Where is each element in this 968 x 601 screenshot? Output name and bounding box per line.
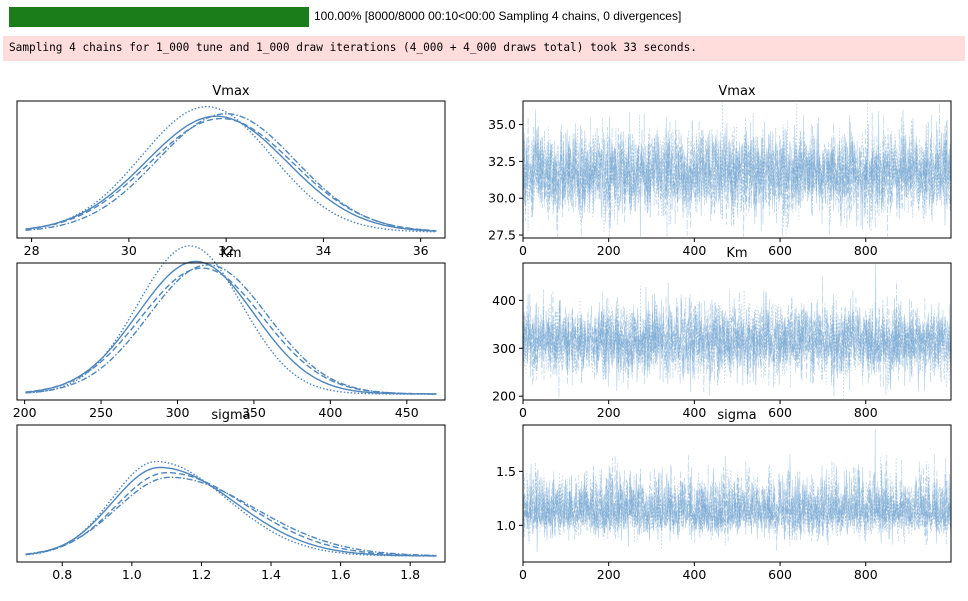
subplot-sigma-trace: sigma 1.0 1.5 0 200 400 600 800 [496,408,952,582]
x-tick-label: 32 [218,243,234,258]
x-tick-label: 600 [768,567,792,582]
x-tick-label: 450 [395,405,419,420]
x-tick-label: 1.4 [261,567,281,582]
x-tick-label: 200 [597,243,621,258]
y-tick-label: 1.0 [496,518,516,533]
subplot-title: Vmax [212,84,250,99]
x-tick-label: 36 [413,243,429,258]
axes-frame [16,100,446,239]
density-curve-chain-1 [25,115,437,232]
x-tick-label: 400 [682,567,706,582]
density-curve-chain-2 [25,117,437,232]
density-curve-chain-3 [25,460,437,557]
trace-line-chain-4 [522,453,952,545]
trace-line-chain-1 [522,109,952,237]
y-tick-label: 35.0 [488,117,516,132]
x-tick-label: 350 [242,405,266,420]
subplot-km-density: Km 200 250 300 350 400 450 [13,245,446,420]
density-curve-chain-1 [25,466,437,557]
trace-line-chain-2 [522,454,952,552]
axes-frame [16,424,446,563]
y-tick-label: 27.5 [488,228,516,243]
x-tick-label: 200 [597,567,621,582]
trace-line-chain-1 [522,264,952,397]
density-curve-chain-2 [25,267,437,395]
progress-row: 100.00% [8000/8000 00:10<00:00 Sampling … [9,7,959,27]
x-tick-label: 34 [315,243,331,258]
trace-line-chain-3 [522,102,952,237]
x-tick-label: 28 [24,243,40,258]
trace-line-chain-3 [522,457,952,550]
x-tick-label: 800 [854,243,878,258]
subplot-vmax-density: Vmax 28 30 32 34 36 [16,84,446,258]
subplot-sigma-density: sigma 0.8 1.0 1.2 1.4 1.6 1.8 [16,408,446,582]
axes-frame [522,100,952,239]
axes-frame [522,424,952,563]
density-curve-chain-4 [25,113,437,232]
y-tick-label: 300 [492,341,516,356]
trace-line-chain-4 [522,276,952,399]
subplot-title: Km [726,246,747,261]
y-tick-label: 200 [492,389,516,404]
x-tick-label: 0 [519,567,527,582]
density-curve-chain-4 [25,264,437,395]
trace-line-chain-2 [522,112,952,237]
subplot-title: Vmax [718,84,756,99]
progress-bar-fill [9,7,309,27]
x-tick-label: 0.8 [52,567,72,582]
trace-line-chain-4 [522,102,952,237]
x-tick-label: 1.8 [400,567,420,582]
x-tick-label: 400 [682,243,706,258]
density-curve-chain-4 [25,476,437,557]
y-tick-label: 32.5 [488,154,516,169]
x-tick-label: 200 [13,405,37,420]
axes-frame [16,262,446,401]
axes-frame [522,262,952,401]
x-tick-label: 800 [854,567,878,582]
progress-status-text: 100.00% [8000/8000 00:10<00:00 Sampling … [314,9,682,23]
x-tick-label: 600 [768,405,792,420]
subplot-title: sigma [211,408,250,423]
subplot-title: sigma [717,408,756,423]
density-curve-chain-2 [25,472,437,557]
x-tick-label: 0 [519,243,527,258]
stderr-output: Sampling 4 chains for 1_000 tune and 1_0… [3,36,965,61]
y-tick-label: 400 [492,293,516,308]
x-tick-label: 1.0 [122,567,142,582]
trace-line-chain-2 [522,291,952,393]
subplot-title: Km [220,246,241,261]
x-tick-label: 30 [121,243,137,258]
x-tick-label: 400 [682,405,706,420]
x-tick-label: 300 [166,405,190,420]
x-tick-label: 1.6 [331,567,351,582]
x-tick-label: 400 [318,405,342,420]
density-curve-chain-3 [25,106,437,233]
x-tick-label: 600 [768,243,792,258]
subplot-vmax-trace: Vmax 27.5 30.0 32.5 35.0 0 200 400 600 800 [488,84,952,258]
x-tick-label: 0 [519,405,527,420]
trace-line-chain-1 [522,429,952,553]
x-tick-label: 1.2 [191,567,211,582]
y-tick-label: 30.0 [488,191,516,206]
x-tick-label: 200 [597,405,621,420]
x-tick-label: 250 [89,405,113,420]
stderr-text: Sampling 4 chains for 1_000 tune and 1_0… [9,41,697,54]
progress-bar [9,7,309,27]
density-curve-chain-1 [25,260,437,395]
x-tick-label: 800 [854,405,878,420]
y-tick-label: 1.5 [496,464,516,479]
